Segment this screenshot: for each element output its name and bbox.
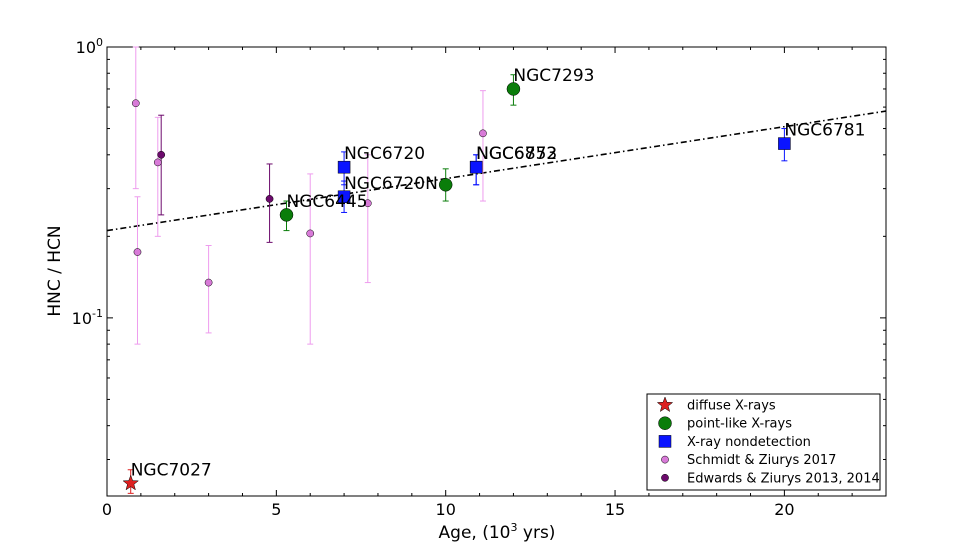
point-label: NGC6720 bbox=[344, 144, 425, 164]
point-label-layer: NGC7027 NGC6445 NGC7293 NGC6720 NGC6720N NGC6… bbox=[131, 66, 866, 480]
point-label: NGC6772 bbox=[476, 144, 557, 164]
legend-marker bbox=[661, 455, 669, 464]
data-point bbox=[363, 199, 372, 208]
legend-marker bbox=[658, 435, 672, 448]
fit-line bbox=[106, 110, 887, 232]
marker-layer bbox=[122, 82, 791, 491]
data-point bbox=[337, 190, 351, 204]
legend-label: Edwards & Ziurys 2013, 2014 bbox=[687, 471, 880, 486]
data-point bbox=[479, 129, 487, 138]
data-point bbox=[265, 195, 274, 203]
data-point bbox=[153, 158, 162, 167]
data-point bbox=[438, 178, 453, 192]
x-tick-label: 20 bbox=[774, 500, 794, 519]
point-label: NGC7293 bbox=[513, 66, 594, 86]
data-point bbox=[133, 248, 142, 256]
data-point bbox=[204, 278, 213, 287]
data-point bbox=[131, 99, 140, 108]
legend-label: diffuse X-rays bbox=[687, 399, 776, 414]
data-point bbox=[122, 474, 139, 491]
data-point bbox=[306, 229, 315, 238]
legend: diffuse X-rays point-like X-rays X-ray non… bbox=[646, 393, 881, 491]
data-point bbox=[279, 208, 294, 222]
legend-box bbox=[646, 393, 881, 491]
x-tick-label: 5 bbox=[271, 500, 281, 519]
y-tick-label: 100 bbox=[76, 36, 103, 57]
legend-marker bbox=[661, 473, 669, 482]
tick-layer: 0 5 10 15 20 100 10-1 bbox=[72, 36, 887, 519]
legend-marker bbox=[658, 416, 672, 430]
x-tick-label: 0 bbox=[102, 500, 112, 519]
data-point bbox=[506, 82, 521, 96]
x-tick-label: 15 bbox=[605, 500, 625, 519]
x-tick-label: 10 bbox=[436, 500, 456, 519]
data-point bbox=[157, 150, 166, 159]
data-point bbox=[337, 160, 351, 174]
point-label: NGC6445 bbox=[287, 192, 368, 212]
point-label: NGC7027 bbox=[131, 460, 212, 480]
legend-marker bbox=[656, 396, 674, 413]
y-axis-label: HNC / HCN bbox=[45, 225, 65, 316]
legend-label: point-like X-rays bbox=[687, 417, 792, 432]
x-axis-label-suffix: yrs) bbox=[518, 523, 556, 543]
legend-label: Schmidt & Ziurys 2017 bbox=[687, 453, 836, 468]
data-point bbox=[778, 137, 791, 150]
fit-line-layer bbox=[106, 110, 887, 232]
x-axis-label-exponent: 3 bbox=[511, 521, 518, 534]
x-axis-label-prefix: Age, (10 bbox=[439, 523, 511, 543]
point-label: NGC6853 bbox=[476, 144, 557, 164]
point-label: NGC6781 bbox=[784, 121, 865, 141]
x-axis-label: Age, (103 yrs) bbox=[439, 521, 556, 543]
legend-label: X-ray nondetection bbox=[687, 435, 811, 450]
point-label: NGC6720N bbox=[344, 174, 438, 194]
y-tick-label: 10-1 bbox=[72, 307, 103, 328]
data-point bbox=[469, 160, 483, 174]
